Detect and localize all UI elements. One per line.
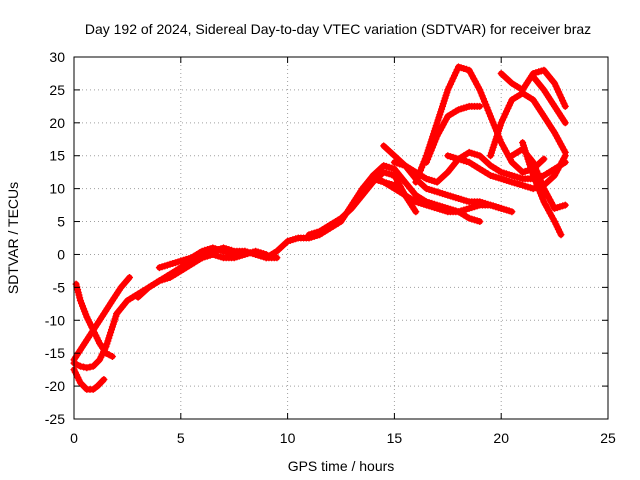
y-tick-label: 25	[49, 82, 65, 98]
y-tick-label: -15	[45, 345, 65, 361]
plot-frame	[73, 56, 609, 420]
axis-ticks: 0 5 10 15 20 25 -25 -20 -15 -10 -5 0 5 10 15 20 25 30	[45, 49, 616, 446]
data-point-marker	[477, 89, 485, 97]
data-point-marker	[76, 362, 84, 370]
x-tick-label: 15	[387, 430, 403, 446]
data-point-marker	[561, 119, 569, 127]
y-tick-label: 20	[49, 115, 65, 131]
data-point-marker	[487, 112, 494, 120]
data-points	[70, 63, 569, 393]
data-point-marker	[105, 351, 113, 359]
data-point-marker	[476, 102, 484, 110]
data-point-marker	[561, 148, 569, 156]
y-tick-label: -10	[45, 312, 65, 328]
data-point-marker	[476, 218, 484, 225]
series-track-15	[422, 102, 484, 166]
x-axis-label: GPS time / hours	[288, 458, 395, 474]
series-track-14	[412, 63, 548, 186]
series-track-7	[155, 244, 249, 272]
data-point-marker	[412, 178, 420, 186]
data-point-marker	[126, 274, 133, 281]
data-point-marker	[561, 201, 569, 209]
data-point-marker	[425, 153, 433, 160]
data-point-marker	[540, 155, 548, 163]
y-tick-label: 0	[57, 246, 65, 262]
y-axis-label: SDTVAR / TECUs	[5, 182, 21, 294]
data-point-marker	[557, 231, 565, 239]
chart-title: Day 192 of 2024, Sidereal Day-to-day VTE…	[85, 21, 591, 37]
data-point-marker	[241, 247, 249, 255]
data-point-marker	[100, 376, 108, 383]
series-track-21	[529, 73, 569, 127]
y-tick-label: 5	[57, 214, 65, 230]
data-point-marker	[482, 101, 490, 108]
y-tick-label: -25	[45, 411, 65, 427]
data-point-marker	[417, 166, 424, 174]
data-point-marker	[108, 353, 116, 360]
y-tick-label: 15	[49, 148, 65, 164]
data-point-marker	[538, 192, 545, 200]
data-point-marker	[412, 208, 420, 216]
series-track-17	[487, 89, 569, 160]
data-point-marker	[86, 363, 94, 371]
data-point-marker	[508, 208, 516, 216]
y-tick-label: 30	[49, 49, 65, 65]
y-tick-label: -20	[45, 378, 65, 394]
x-tick-label: 25	[600, 430, 616, 446]
x-tick-label: 10	[280, 430, 296, 446]
x-tick-label: 0	[70, 430, 78, 446]
x-tick-label: 5	[177, 430, 185, 446]
x-tick-label: 20	[493, 430, 509, 446]
y-tick-label: 10	[49, 181, 65, 197]
series-track-20	[519, 139, 565, 239]
data-point-marker	[73, 361, 81, 369]
y-tick-label: -5	[53, 279, 66, 295]
series-track-12	[369, 172, 516, 216]
data-point-marker	[83, 364, 91, 372]
data-point-marker	[561, 102, 569, 110]
data-point-marker	[80, 363, 88, 371]
data-point-marker	[273, 254, 281, 262]
data-point-marker	[533, 180, 541, 188]
data-point-marker	[430, 141, 438, 149]
